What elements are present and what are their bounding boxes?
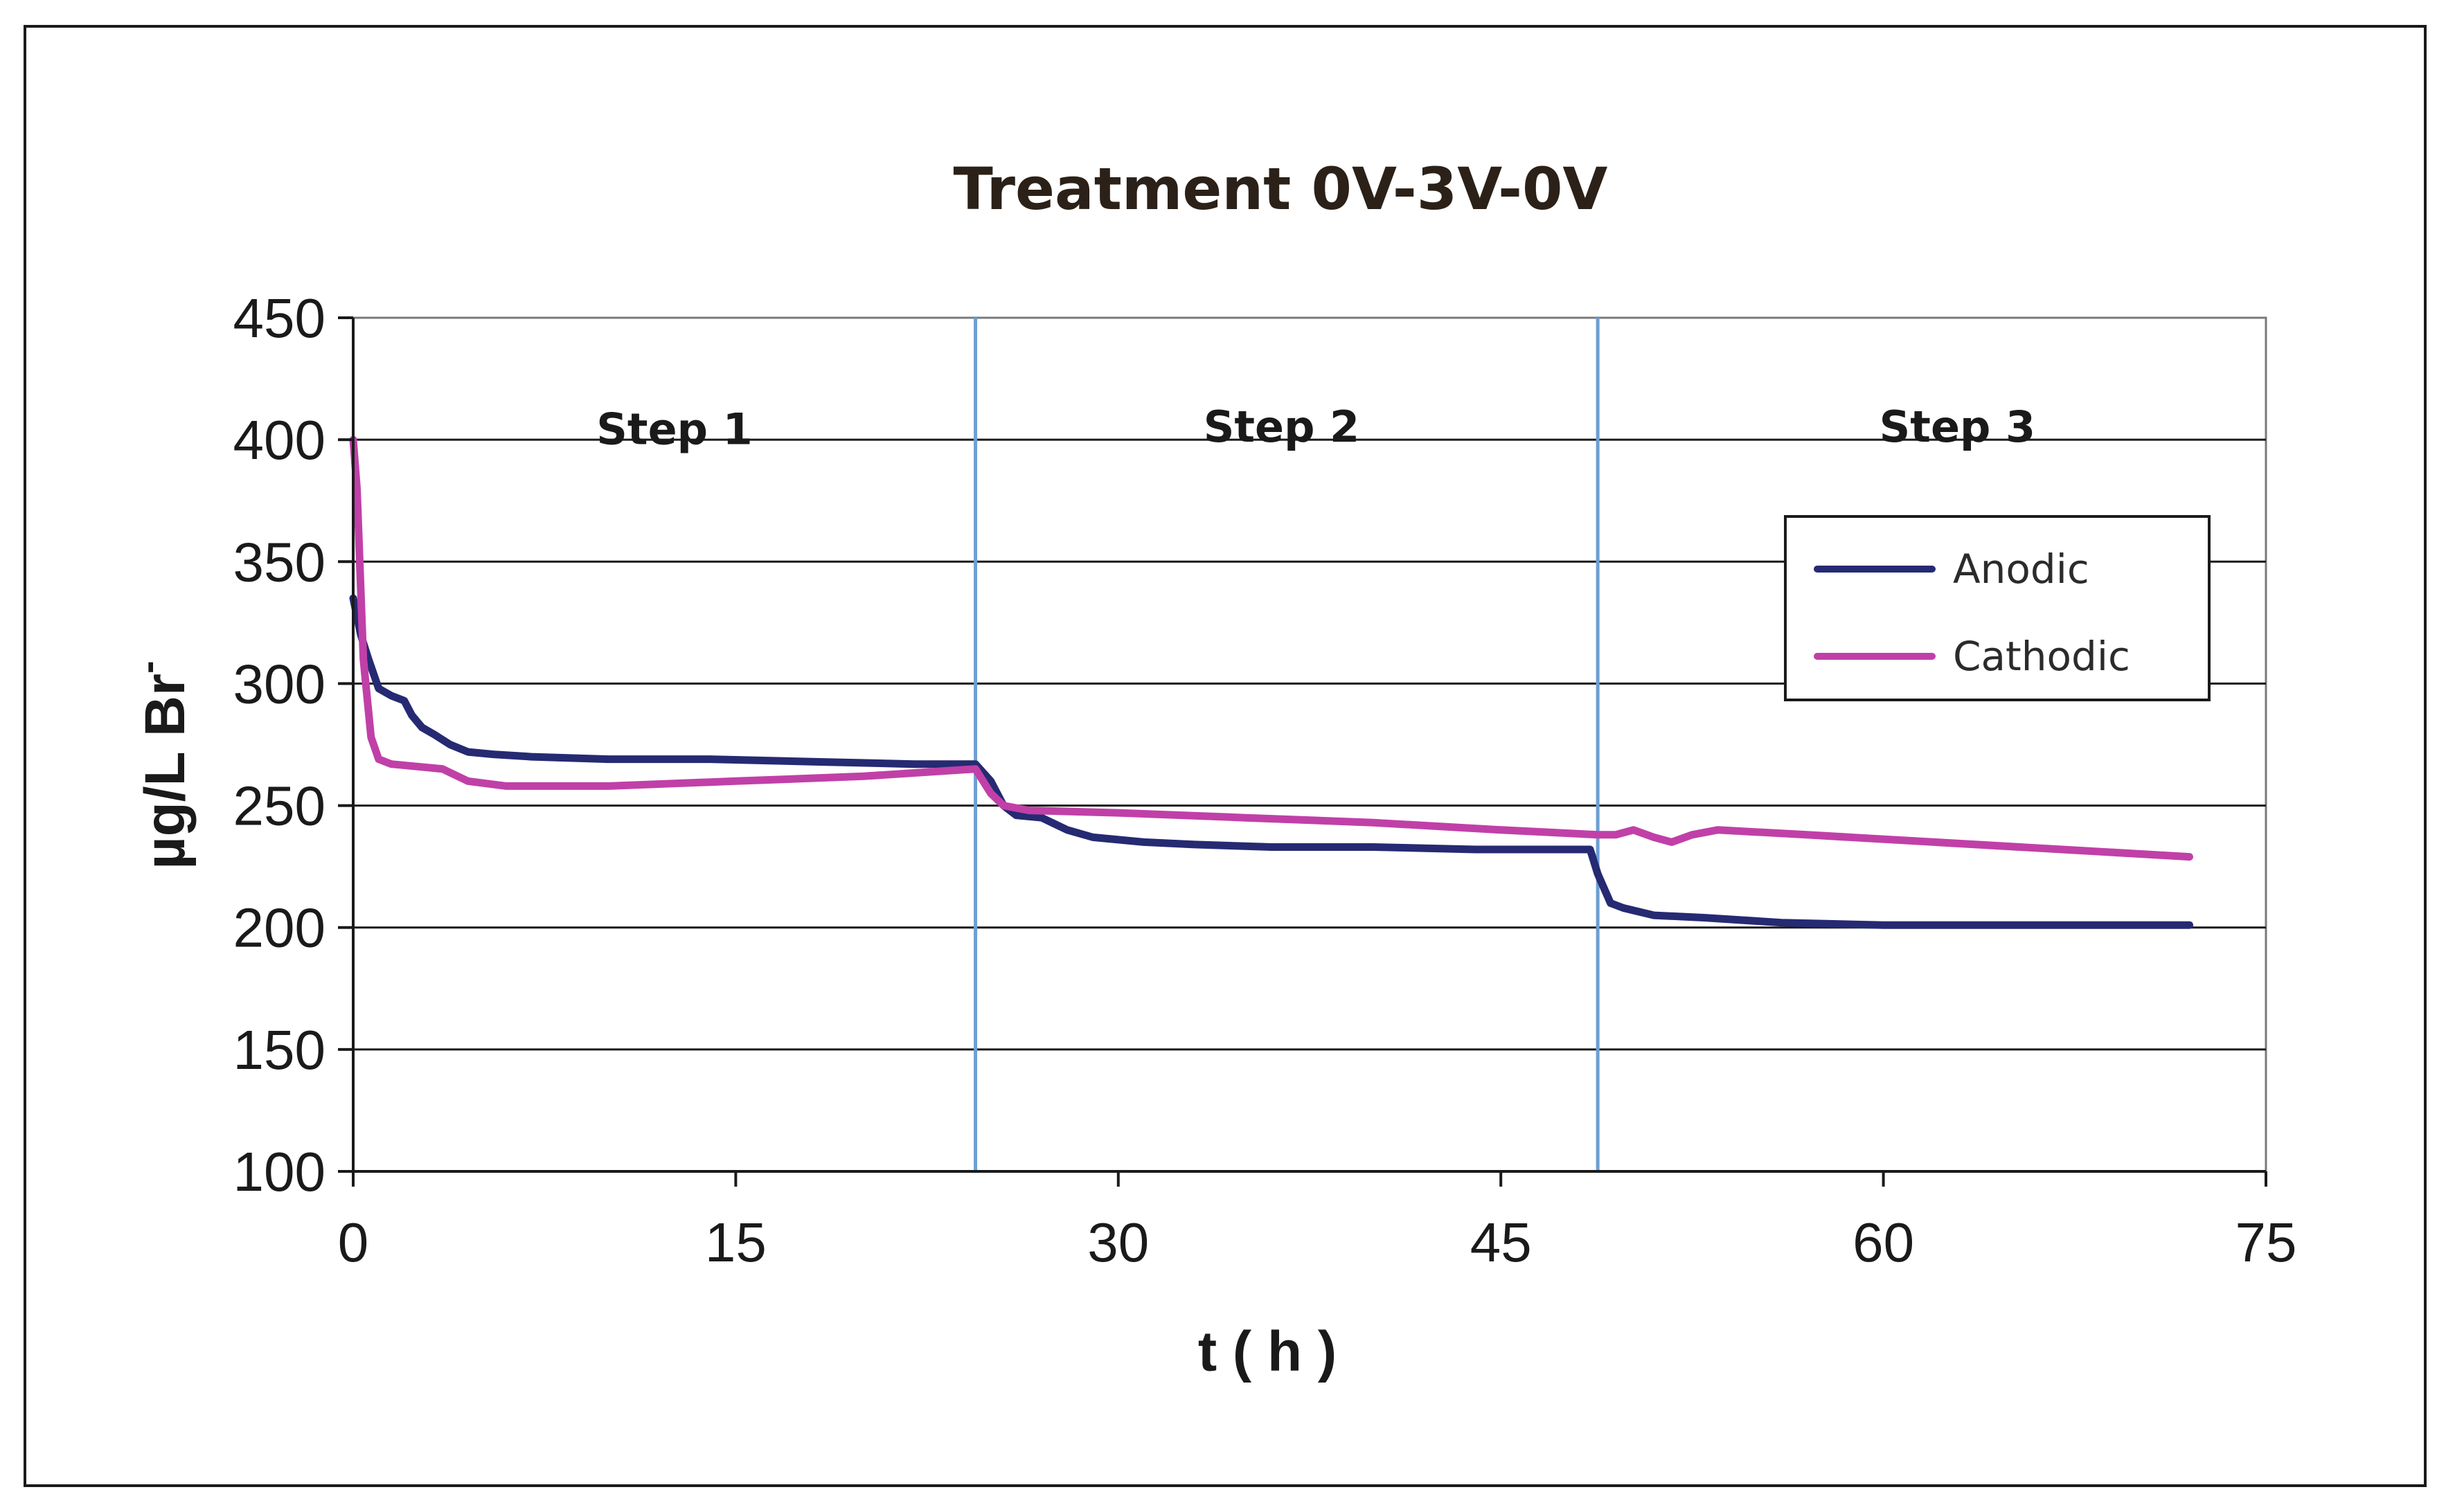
legend-label-anodic: Anodic <box>1953 546 2089 593</box>
y-tick-label-300: 300 <box>233 653 325 714</box>
y-axis-label-superscript: - <box>125 660 169 674</box>
step-label-3: Step 3 <box>1880 402 2035 452</box>
y-tick-label-150: 150 <box>233 1019 325 1081</box>
x-axis-label: t ( h ) <box>1198 1320 1337 1383</box>
chart-title: Treatment 0V-3V-0V <box>954 155 1608 223</box>
plot-area <box>352 316 2267 1173</box>
step-label-2: Step 2 <box>1204 402 1359 452</box>
y-tick-label-350: 350 <box>233 531 325 593</box>
legend-label-cathodic: Cathodic <box>1953 633 2130 680</box>
x-tick-label-75: 75 <box>2235 1212 2297 1273</box>
y-tick-label-200: 200 <box>233 897 325 959</box>
chart-svg: Treatment 0V-3V-0V Step 1 Step 2 Step 3 10… <box>125 155 2297 1383</box>
x-tick-label-60: 60 <box>1853 1212 1914 1273</box>
x-tick-label-30: 30 <box>1087 1212 1149 1273</box>
y-axis-label-group: µg/L Br- <box>125 660 197 869</box>
chart-frame: Treatment 0V-3V-0V Step 1 Step 2 Step 3 10… <box>24 25 2427 1487</box>
axes <box>338 316 2267 1187</box>
x-tick-label-0: 0 <box>338 1212 369 1273</box>
y-axis-label-main: µg/L Br <box>134 674 197 870</box>
series-line-cathodic <box>349 435 2193 861</box>
x-tick-label-45: 45 <box>1470 1212 1532 1273</box>
tick-labels: 100 150 200 250 300 350 400 450 0 15 30 45 60 75 <box>233 287 2297 1273</box>
y-axis-label: µg/L Br- <box>125 660 197 869</box>
step-dividers: Step 1 Step 2 Step 3 <box>596 318 2035 1171</box>
legend: Anodic Cathodic <box>1784 515 2211 701</box>
y-tick-label-100: 100 <box>233 1141 325 1203</box>
legend-box <box>1784 515 2211 701</box>
step-label-1: Step 1 <box>596 404 752 455</box>
y-tick-label-450: 450 <box>233 287 325 349</box>
series-lines <box>349 435 2193 929</box>
y-tick-label-250: 250 <box>233 775 325 837</box>
x-tick-label-15: 15 <box>705 1212 767 1273</box>
y-tick-label-400: 400 <box>233 409 325 471</box>
